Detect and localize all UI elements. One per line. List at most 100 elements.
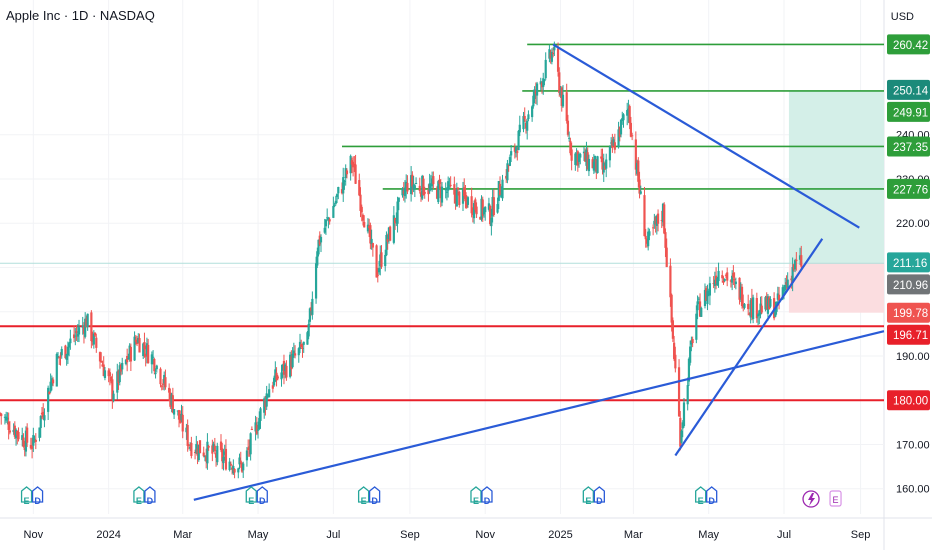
- dividend-badge: [31, 486, 44, 503]
- candle-body: [375, 245, 378, 278]
- candle-body: [663, 204, 666, 234]
- earnings-letter: E: [361, 496, 367, 506]
- price-tag-label: 196.71: [893, 330, 928, 342]
- candle-body: [734, 281, 737, 285]
- candle-body: [319, 236, 323, 243]
- candle-body: [582, 151, 586, 154]
- candle-body: [514, 147, 518, 154]
- candle-body: [644, 235, 647, 240]
- candle-body: [449, 184, 452, 186]
- candle-body: [586, 152, 589, 170]
- price-tag-249.91: 249.91: [887, 101, 930, 122]
- candle-body: [275, 372, 278, 381]
- candle-body: [124, 359, 128, 364]
- price-tag-180.00: 180.00: [887, 390, 930, 411]
- candle-body: [186, 425, 189, 446]
- candle-body: [171, 395, 174, 413]
- candle-body: [93, 332, 97, 336]
- candle-body: [765, 296, 768, 310]
- candle-body: [65, 354, 68, 360]
- candle-body: [164, 377, 167, 388]
- candle-body: [379, 254, 382, 267]
- price-tag-bg: [887, 34, 930, 55]
- candle-body: [752, 297, 755, 320]
- candle-body: [680, 430, 683, 443]
- price-tag-211.16: 211.16: [887, 252, 930, 273]
- candle-body: [153, 358, 156, 372]
- candle-body: [561, 94, 565, 107]
- candle-body: [24, 430, 28, 452]
- candle-body: [281, 364, 284, 371]
- candle-body: [473, 203, 476, 219]
- candle-body: [621, 118, 624, 121]
- candle-body: [26, 427, 29, 443]
- candle-body: [697, 298, 700, 300]
- x-tick-label: May: [248, 529, 269, 541]
- candle-body: [189, 447, 192, 449]
- candle-body: [56, 356, 60, 358]
- candle-body: [168, 387, 171, 393]
- candle-body: [439, 186, 442, 199]
- candle-body: [575, 153, 578, 158]
- candle-body: [161, 383, 165, 385]
- candle-body: [795, 259, 798, 262]
- target-zone: [788, 90, 884, 264]
- currency-label[interactable]: USD: [890, 11, 914, 23]
- candle-body: [721, 275, 724, 279]
- dividend-icon: D: [368, 486, 381, 506]
- earnings-icon: E: [582, 486, 594, 506]
- candle-body: [48, 391, 51, 395]
- candle-body: [202, 452, 205, 457]
- candle-body: [652, 227, 655, 229]
- candle-body: [82, 326, 86, 334]
- candle-body: [698, 301, 702, 317]
- trendline-3: [552, 43, 860, 229]
- candle-body: [47, 387, 50, 412]
- candle-body: [300, 344, 303, 348]
- candle-body: [453, 184, 456, 195]
- candle-body: [445, 191, 449, 193]
- candle-body: [0, 413, 3, 417]
- candle-body: [631, 135, 634, 137]
- candle-body: [137, 337, 140, 343]
- candle-body: [258, 417, 261, 430]
- candle-body: [249, 433, 252, 455]
- candle-body: [447, 181, 450, 191]
- candle-body: [392, 215, 395, 243]
- candle-body: [608, 146, 612, 161]
- candle-body: [92, 333, 95, 345]
- candle-body: [526, 121, 529, 131]
- candle-body: [724, 274, 728, 276]
- candle-body: [290, 356, 293, 370]
- candle-body: [310, 307, 313, 311]
- candle-body: [463, 187, 466, 196]
- dividend-letter: D: [34, 496, 41, 506]
- earnings-icon: E: [357, 486, 370, 506]
- candle-body: [759, 303, 762, 315]
- candle-body: [377, 268, 381, 273]
- candle-body: [480, 198, 483, 220]
- upcoming-badge: [829, 490, 842, 507]
- candle-body: [395, 220, 398, 222]
- candle-body: [576, 151, 579, 166]
- candle-body: [487, 203, 491, 210]
- candle-body: [497, 180, 500, 201]
- candle-body: [368, 225, 371, 229]
- candle-body: [231, 467, 234, 470]
- price-tag-label: 260.42: [893, 40, 928, 52]
- dividend-badge: [256, 486, 268, 503]
- candle-body: [369, 225, 372, 244]
- x-tick-label: 2024: [96, 529, 120, 541]
- candle-body: [552, 52, 555, 55]
- candle-body: [679, 417, 682, 447]
- candle-body: [282, 360, 286, 375]
- candle-body: [306, 332, 309, 345]
- candle-body: [403, 187, 407, 197]
- candle-body: [259, 408, 262, 421]
- candle-body: [293, 353, 297, 356]
- candle-body: [738, 277, 741, 300]
- earnings-badge: [582, 486, 594, 503]
- price-tag-237.35: 237.35: [887, 136, 930, 157]
- candle-body: [628, 106, 631, 124]
